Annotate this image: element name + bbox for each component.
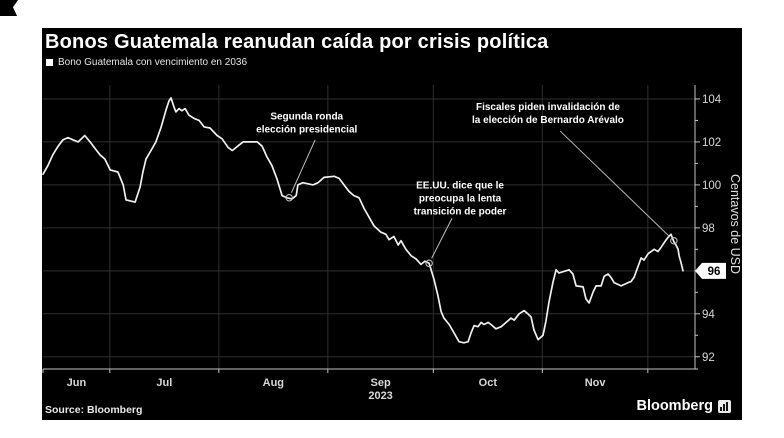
x-axis-month-label: Jul <box>156 377 172 389</box>
y-axis-label: 100 <box>702 180 721 192</box>
annotation-text: elección presidencial <box>256 125 357 136</box>
y-axis-label: 102 <box>702 137 721 149</box>
chart-title: Bonos Guatemala reanudan caída por crisi… <box>45 31 549 53</box>
annotation-text: preocupa la lenta <box>419 193 502 204</box>
annotation-text: EE.UU. dice que le <box>416 180 504 191</box>
annotation-arrow-line <box>431 218 453 259</box>
legend: Bono Guatemala con vencimiento en 2036 <box>46 57 247 68</box>
annotation-text: la elección de Bernardo Arévalo <box>472 115 624 126</box>
x-axis-month-label: Jun <box>67 377 87 389</box>
y-axis-label: 98 <box>702 223 715 235</box>
annotation-text: Fiscales piden invalidación de <box>476 102 620 113</box>
source-label: Source: Bloomberg <box>45 404 143 416</box>
last-price-label: 96 <box>708 266 721 278</box>
bar-chart-icon <box>718 399 731 413</box>
brand-logo: Bloomberg <box>636 398 731 414</box>
x-axis-month-label: Oct <box>479 377 498 389</box>
annotation-text: Segunda ronda <box>270 112 343 123</box>
y-axis-label: 94 <box>702 309 715 321</box>
x-axis-month-label: Nov <box>585 377 607 389</box>
price-chart: 104 102 100 98 96 94 92 Jun Jul Aug Sep Oct Nov 2023 C… <box>42 85 742 402</box>
legend-label: Bono Guatemala con vencimiento en 2036 <box>58 57 248 68</box>
year-label: 2023 <box>368 390 392 402</box>
annotation-text: transición de poder <box>414 206 507 217</box>
x-axis-month-label: Sep <box>370 377 390 389</box>
chart-card: 104 102 100 98 96 94 92 Jun Jul Aug Sep Oct Nov 2023 C… <box>42 28 742 420</box>
annotation-marker <box>425 259 433 268</box>
annotation-marker <box>285 194 293 202</box>
price-line <box>42 97 684 344</box>
x-axis-month-label: Aug <box>263 377 284 389</box>
y-axis-label: 104 <box>702 94 722 106</box>
brand-name: Bloomberg <box>636 398 713 414</box>
corner-artifact <box>0 0 18 16</box>
y-axis-label: 92 <box>702 352 715 364</box>
legend-swatch-icon <box>46 59 53 66</box>
annotation-arrow-line <box>290 139 316 193</box>
annotation-arrow-line <box>559 130 671 238</box>
y-axis-title: Centavos de USD <box>728 174 742 274</box>
last-price-badge <box>695 262 726 279</box>
annotation-marker <box>670 236 678 245</box>
